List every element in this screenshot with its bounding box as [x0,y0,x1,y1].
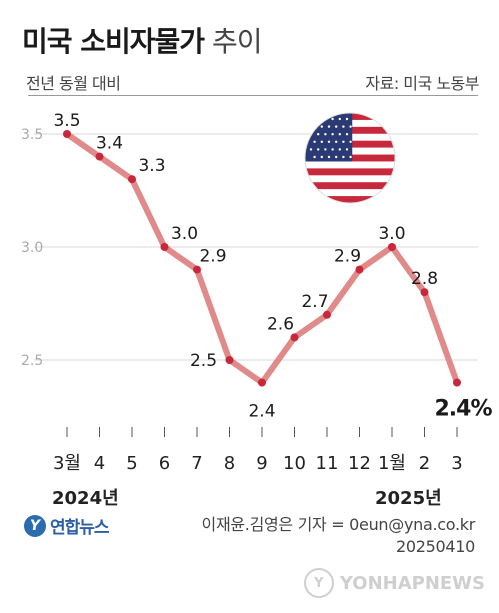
x-tick-label: 8 [224,453,235,474]
value-label: 3.0 [171,224,198,244]
data-point [290,333,299,342]
x-tick-label: 3 [451,453,462,474]
x-tick-label: 2 [419,453,430,474]
x-tick-label: 11 [316,453,339,474]
data-point [193,265,201,274]
credit: 이재윤.김영은 기자 = 0eun@yna.co.kr 20250410 [201,514,476,558]
chart-subtitle: 전년 동월 대비 [26,74,121,93]
data-point [453,378,461,387]
year-label-2024: 2024년 [52,488,119,509]
source-label: 자료: 미국 노동부 [365,74,479,93]
data-point [225,356,234,364]
title-main: 미국 소비자물가 [22,25,205,58]
data-point [128,175,136,184]
yonhap-watermark: Y YONHAPNEWS [303,568,485,598]
data-point [323,310,331,319]
logo-text: 연합뉴스 [50,518,110,538]
value-label: 2.9 [334,247,361,267]
value-label: 2.7 [301,292,328,312]
data-point [160,243,169,251]
x-tick-label: 5 [126,453,137,474]
watermark-icon: Y [303,568,334,598]
x-tick-label: 4 [94,453,105,474]
x-tick-label: 1월 [378,453,406,474]
value-label: 3.5 [53,111,80,131]
value-label: 2.5 [190,351,217,371]
chart-title: 미국 소비자물가 추이 [22,20,263,60]
y-tick-label: 3.5 [21,127,43,143]
value-label: 3.3 [138,156,165,176]
data-point [95,152,104,161]
value-label: 2.8 [411,269,438,289]
header-divider [28,95,478,96]
x-tick-label: 12 [348,453,371,474]
y-tick-label: 3.0 [21,240,43,256]
yonhap-logo-icon: Y [24,514,46,537]
year-label-2025: 2025년 [375,488,442,509]
credit-date: 20250410 [395,537,475,556]
data-point [63,130,71,138]
value-label: 3.0 [378,224,405,244]
x-tick-label: 7 [191,453,202,474]
value-label: 2.4% [434,397,492,422]
x-tick-label: 9 [256,453,267,474]
cpi-line-chart: 3.53.02.53.53.43.33.02.92.52.42.62.72.93… [21,111,493,474]
x-tick-label: 3월 [53,453,81,474]
title-sub: 추이 [211,25,263,58]
data-point [420,288,429,297]
watermark-text: YONHAPNEWS [339,572,485,594]
value-label: 2.4 [248,402,275,422]
data-point [258,378,266,387]
credit-line: 이재윤.김영은 기자 = 0eun@yna.co.kr [201,515,476,534]
x-tick-label: 10 [283,453,306,474]
value-label: 3.4 [96,134,123,154]
series-line [64,131,460,386]
value-label: 2.6 [267,314,294,334]
data-point [388,243,396,251]
yonhap-logo: Y 연합뉴스 [24,513,110,538]
us-flag-icon [304,112,396,204]
data-point [355,265,364,274]
x-tick-label: 6 [159,453,170,474]
y-tick-label: 2.5 [21,353,43,369]
value-label: 2.9 [199,247,226,267]
